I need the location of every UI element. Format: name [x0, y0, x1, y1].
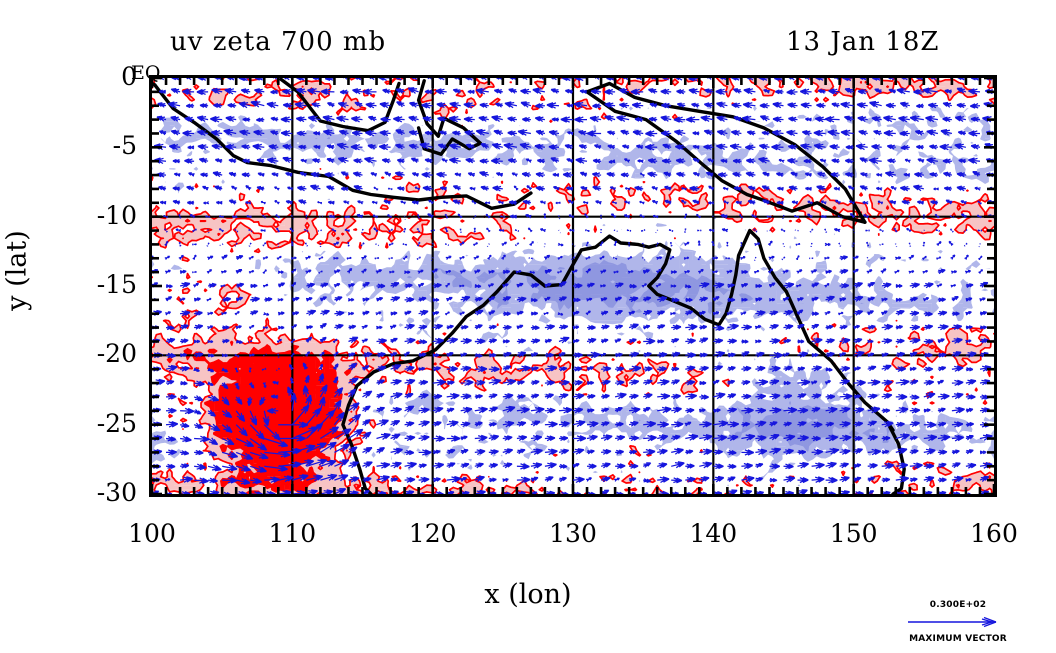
x-tick-label: 130	[549, 519, 597, 548]
y-tick-label: -15	[96, 270, 137, 299]
plot-title-right: 13 Jan 18Z	[786, 27, 940, 57]
y-tick-label: 0	[121, 62, 137, 91]
y-axis-title: y (lat)	[1, 230, 33, 311]
x-axis-title: x (lon)	[484, 579, 572, 610]
x-tick-label: 140	[689, 519, 738, 548]
max-vector-caption: MAXIMUM VECTOR	[909, 634, 1007, 644]
equator-label: EQ	[131, 62, 161, 84]
y-tick-label: -5	[112, 131, 137, 161]
y-tick-label: -10	[96, 200, 137, 230]
vector-arrow-icon	[908, 616, 997, 628]
chart-plot-area	[149, 75, 997, 497]
x-tick-label: 100	[128, 519, 176, 548]
y-tick-label: -30	[96, 478, 137, 507]
max-vector-value: 0.300E+02	[929, 600, 987, 610]
y-tick-label: -20	[96, 339, 137, 369]
maximum-vector-legend: 0.300E+02 MAXIMUM VECTOR	[868, 600, 1048, 652]
y-tick-label: -25	[96, 408, 137, 438]
x-tick-label: 110	[268, 519, 317, 548]
x-tick-label: 120	[408, 519, 457, 548]
vorticity-wind-field	[152, 78, 994, 494]
x-tick-label: 150	[829, 519, 878, 548]
plot-title-left: uv zeta 700 mb	[170, 27, 387, 57]
x-tick-label: 160	[970, 519, 1018, 548]
